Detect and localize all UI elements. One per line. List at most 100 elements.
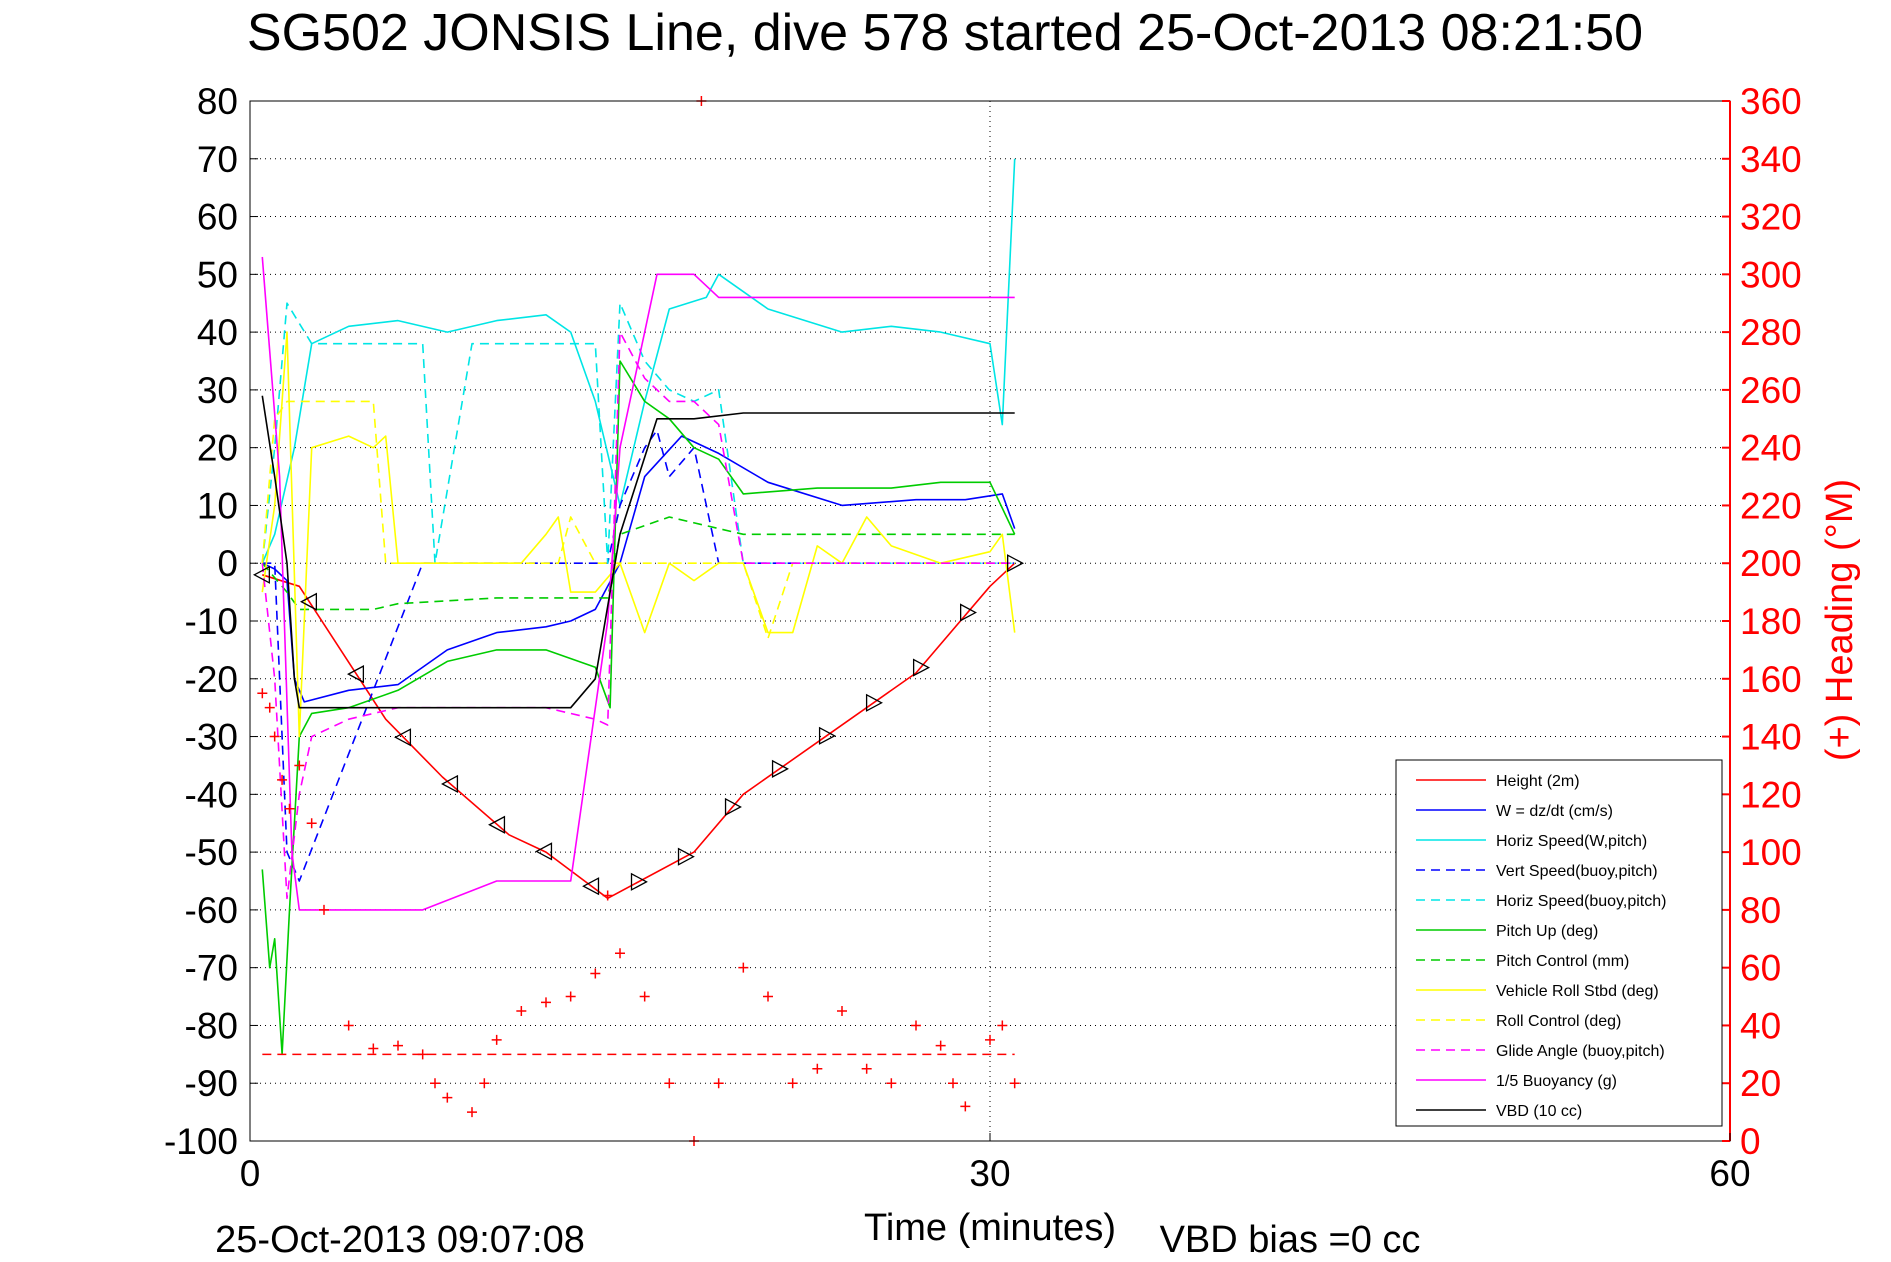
heading-marker [738,962,749,973]
legend-label: Roll Control (deg) [1496,1013,1621,1030]
x-axis-label: Time (minutes) [864,1207,1116,1249]
y2-tick-label: 360 [1740,81,1802,122]
heading-marker [935,1040,946,1051]
legend: Height (2m) W = dz/dt (cm/s) Horiz Speed(W… [1395,759,1723,1127]
y2-tick-label: 20 [1740,1063,1781,1104]
y-tick-label: 80 [197,81,238,122]
heading-marker [812,1063,823,1074]
waypoint-triangle [865,693,883,712]
heading-marker [787,1078,798,1089]
y2-tick-label: 160 [1740,659,1802,700]
waypoint-triangle [912,658,931,677]
legend-label: Pitch Up (deg) [1496,923,1598,940]
footer-timestamp: 25-Oct-2013 09:07:08 [215,1219,585,1261]
series-line [261,256,1015,911]
waypoint-triangle [535,842,553,861]
x-tick-label: 0 [240,1153,261,1194]
heading-marker [602,890,613,901]
legend-label: Glide Angle (buoy,pitch) [1496,1043,1665,1060]
series-line [261,516,1015,611]
y-tick-label: 30 [197,370,238,411]
heading-markers [257,96,1020,1146]
waypoint-triangle [724,797,742,817]
legend-label: Vert Speed(buoy,pitch) [1496,863,1658,880]
heading-marker [417,1049,428,1060]
heading-marker [393,1040,403,1051]
waypoint-triangle [818,726,836,745]
y2-tick-label: 260 [1740,370,1802,411]
footer-vbd-bias: VBD bias =0 cc [1160,1219,1421,1261]
y-tick-label: -30 [185,717,238,758]
waypoint-triangle [488,815,506,834]
heading-marker [430,1078,440,1089]
y-tick-label: -60 [185,890,238,931]
series-layer [261,158,1016,1056]
heading-marker [886,1078,897,1089]
y-tick-label: -70 [185,948,238,989]
y-tick-label: 0 [217,543,238,584]
y-tick-label: 20 [197,428,238,469]
axis-ticks: 80706050403020100-10-20-30-40-50-60-70-8… [164,81,1802,1194]
heading-marker [479,1078,490,1089]
waypoint-triangle [252,565,270,584]
x-tick-label: 60 [1709,1153,1750,1194]
y-tick-label: 10 [197,485,238,526]
heading-marker [277,774,288,785]
waypoint-triangle [441,774,459,794]
heading-marker [306,818,317,829]
right-axis-label: (+) Heading (°M) [1819,479,1861,761]
heading-marker [541,997,551,1008]
series-line [262,429,1015,882]
y-tick-label: -80 [185,1005,238,1046]
y-tick-label: 70 [197,139,238,180]
heading-marker [948,1078,958,1089]
heading-marker [294,760,305,771]
waypoint-markers [252,554,1025,896]
heading-marker [911,1020,921,1031]
y-tick-label: -100 [164,1121,238,1162]
y2-tick-label: 140 [1740,717,1802,758]
waypoint-triangle [677,847,695,866]
y2-tick-label: 180 [1740,601,1802,642]
legend-label: Vehicle Roll Stbd (deg) [1496,983,1659,1000]
y2-tick-label: 60 [1740,948,1781,989]
y-tick-label: -90 [185,1063,238,1104]
waypoint-triangle [959,603,978,622]
heading-marker [664,1078,675,1089]
series-line [261,395,1015,709]
series-line [261,331,1016,738]
legend-label: Height (2m) [1496,773,1580,790]
heading-marker [257,688,268,699]
y-tick-label: -40 [185,774,238,815]
y2-tick-label: 40 [1740,1005,1781,1046]
y-tick-label: -10 [185,601,238,642]
legend-label: Pitch Control (mm) [1496,953,1629,970]
y2-tick-label: 300 [1740,254,1802,295]
y2-tick-label: 120 [1740,774,1802,815]
heading-marker [713,1078,724,1089]
chart-title: SG502 JONSIS Line, dive 578 started 25-O… [247,4,1643,62]
series-line [261,400,1015,640]
heading-marker [997,1020,1008,1031]
waypoint-triangle [771,759,789,778]
legend-label: Horiz Speed(W,pitch) [1496,833,1647,850]
y2-tick-label: 340 [1740,139,1802,180]
heading-marker [590,968,601,979]
heading-marker [1009,1078,1020,1089]
series-line [261,302,1015,565]
waypoint-triangle [394,728,412,747]
legend-label: W = dz/dt (cm/s) [1496,803,1613,820]
heading-marker [343,1020,354,1031]
y-tick-label: 50 [197,254,238,295]
y2-tick-label: 280 [1740,312,1802,353]
y2-tick-label: 220 [1740,485,1802,526]
heading-marker [442,1092,453,1103]
heading-marker [615,948,625,959]
waypoint-triangle [299,592,318,611]
y2-tick-label: 320 [1740,197,1802,238]
legend-label: VBD (10 cc) [1496,1103,1582,1120]
waypoint-triangle [346,665,365,684]
heading-marker [284,803,295,814]
heading-marker [319,904,329,915]
